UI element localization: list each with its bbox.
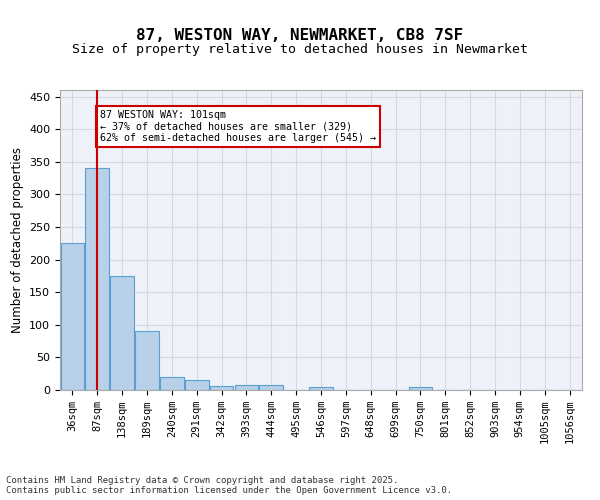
Bar — [110, 276, 134, 390]
Bar — [235, 385, 258, 390]
Text: 87 WESTON WAY: 101sqm
← 37% of detached houses are smaller (329)
62% of semi-det: 87 WESTON WAY: 101sqm ← 37% of detached … — [100, 110, 376, 143]
Bar — [160, 377, 184, 390]
Text: 87, WESTON WAY, NEWMARKET, CB8 7SF: 87, WESTON WAY, NEWMARKET, CB8 7SF — [136, 28, 464, 42]
Bar — [61, 244, 84, 390]
Bar — [409, 386, 432, 390]
Text: Contains public sector information licensed under the Open Government Licence v3: Contains public sector information licen… — [6, 486, 452, 495]
Bar — [210, 386, 233, 390]
Text: Size of property relative to detached houses in Newmarket: Size of property relative to detached ho… — [72, 42, 528, 56]
Bar — [135, 332, 159, 390]
Bar — [259, 386, 283, 390]
Bar — [309, 386, 333, 390]
Text: Contains HM Land Registry data © Crown copyright and database right 2025.: Contains HM Land Registry data © Crown c… — [6, 476, 398, 485]
Bar — [85, 168, 109, 390]
Bar — [185, 380, 209, 390]
Y-axis label: Number of detached properties: Number of detached properties — [11, 147, 23, 333]
